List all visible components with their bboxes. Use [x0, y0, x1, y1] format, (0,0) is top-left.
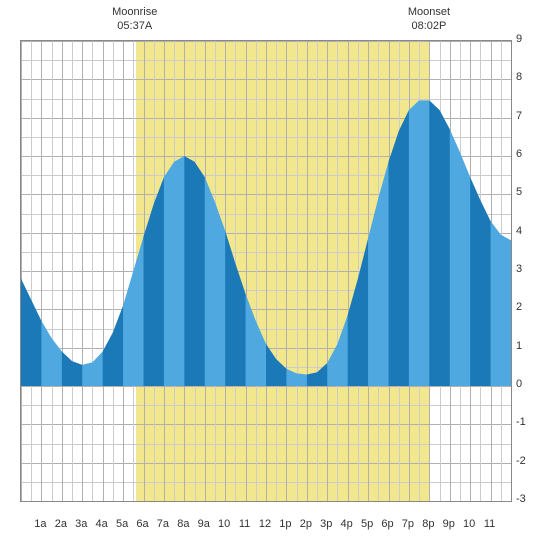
gridline-h	[21, 501, 511, 502]
y-tick-label: 2	[516, 301, 536, 313]
y-tick-label: -2	[516, 455, 536, 467]
y-tick-label: 8	[516, 71, 536, 83]
y-tick-label: -1	[516, 416, 536, 428]
x-tick-label: 11	[478, 518, 502, 530]
y-tick-label: 3	[516, 263, 536, 275]
y-tick-label: 4	[516, 225, 536, 237]
y-tick-label: 6	[516, 148, 536, 160]
y-tick-label: 1	[516, 340, 536, 352]
plot-area	[20, 40, 512, 502]
y-tick-label: 0	[516, 378, 536, 390]
gridline-v	[511, 41, 512, 501]
y-tick-label: -3	[516, 493, 536, 505]
y-tick-label: 5	[516, 186, 536, 198]
y-tick-label: 7	[516, 110, 536, 122]
annotation-time: 08:02P	[399, 20, 459, 32]
tide-chart: 1a2a3a4a5a6a7a8a9a1011121p2p3p4p5p6p7p8p…	[0, 0, 550, 550]
annotation-label: Moonset	[399, 6, 459, 18]
y-tick-label: 9	[516, 33, 536, 45]
annotation-time: 05:37A	[105, 20, 165, 32]
tide-area	[21, 41, 511, 501]
annotation-label: Moonrise	[105, 6, 165, 18]
